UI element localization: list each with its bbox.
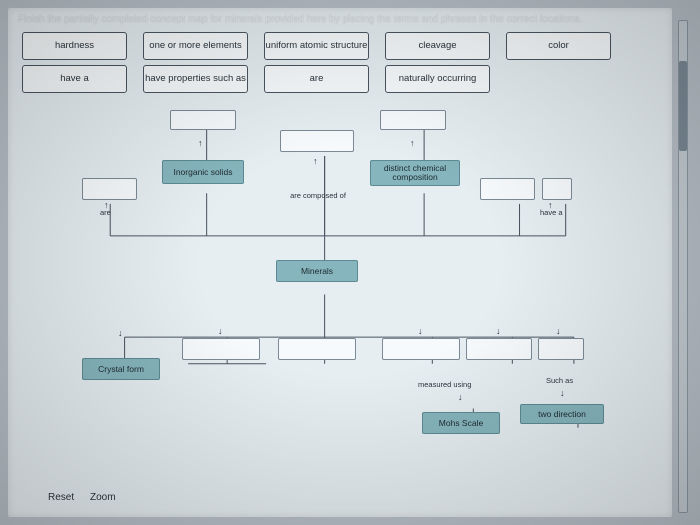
label-such-as: Such as xyxy=(546,376,573,385)
bank-row-2: have a have properties such as are natur… xyxy=(22,65,658,93)
scrollbar-thumb[interactable] xyxy=(679,61,687,151)
arrow-down-1: ↓ xyxy=(218,326,223,336)
drop-above-composed[interactable] xyxy=(280,130,354,152)
term-are[interactable]: are xyxy=(264,65,369,93)
node-distinct-chem[interactable]: distinct chemical composition xyxy=(370,160,460,186)
term-naturally[interactable]: naturally occurring xyxy=(385,65,490,93)
node-crystal-form[interactable]: Crystal form xyxy=(82,358,160,380)
concept-map: are ↑ Inorganic solids ↑ ↑ distinct chem… xyxy=(22,108,658,481)
node-inorganic-solids[interactable]: Inorganic solids xyxy=(162,160,244,184)
arrow-up-2: ↑ xyxy=(198,138,203,148)
instruction-text: Finish the partially completed concept m… xyxy=(18,14,662,25)
arrow-down-3: ↓ xyxy=(496,326,501,336)
drop-lower-3[interactable] xyxy=(382,338,460,360)
term-hardness[interactable]: hardness xyxy=(22,32,127,60)
node-two-direction[interactable]: two direction xyxy=(520,404,604,424)
term-atomic[interactable]: uniform atomic structure xyxy=(264,32,369,60)
arrow-down-4: ↓ xyxy=(556,326,561,336)
arrow-down-mohs: ↓ xyxy=(458,392,463,402)
drop-above-inorganic[interactable] xyxy=(170,110,236,130)
node-minerals[interactable]: Minerals xyxy=(276,260,358,282)
drop-lower-4[interactable] xyxy=(466,338,532,360)
drop-top-right-1[interactable] xyxy=(480,178,535,200)
vertical-scrollbar[interactable] xyxy=(678,20,688,513)
term-cleavage[interactable]: cleavage xyxy=(385,32,490,60)
term-elements[interactable]: one or more elements xyxy=(143,32,248,60)
zoom-button[interactable]: Zoom xyxy=(90,492,116,503)
arrow-down-twodir: ↓ xyxy=(560,388,565,398)
term-have-a[interactable]: have a xyxy=(22,65,127,93)
drop-lower-2[interactable] xyxy=(278,338,356,360)
term-color[interactable]: color xyxy=(506,32,611,60)
arrow-down-cf: ↓ xyxy=(118,328,123,338)
drop-top-left-1[interactable] xyxy=(82,178,137,200)
node-mohs-scale[interactable]: Mohs Scale xyxy=(422,412,500,434)
drop-above-distinct[interactable] xyxy=(380,110,446,130)
drop-lower-1[interactable] xyxy=(182,338,260,360)
reset-button[interactable]: Reset xyxy=(48,492,74,503)
label-composed-of: are composed of xyxy=(280,191,356,200)
map-connectors xyxy=(22,108,658,481)
drop-top-right-2[interactable] xyxy=(542,178,572,200)
arrow-down-2: ↓ xyxy=(418,326,423,336)
term-have-props[interactable]: have properties such as xyxy=(143,65,248,93)
term-bank: hardness one or more elements uniform at… xyxy=(22,32,658,93)
label-measured-using: measured using xyxy=(418,380,471,389)
arrow-up-center: ↑ xyxy=(313,156,318,166)
arrow-up-4: ↑ xyxy=(548,200,553,210)
exercise-screen: Finish the partially completed concept m… xyxy=(8,8,672,517)
arrow-up-3: ↑ xyxy=(410,138,415,148)
arrow-up-1: ↑ xyxy=(104,200,109,210)
drop-lower-5[interactable] xyxy=(538,338,584,360)
bank-row-1: hardness one or more elements uniform at… xyxy=(22,32,658,60)
